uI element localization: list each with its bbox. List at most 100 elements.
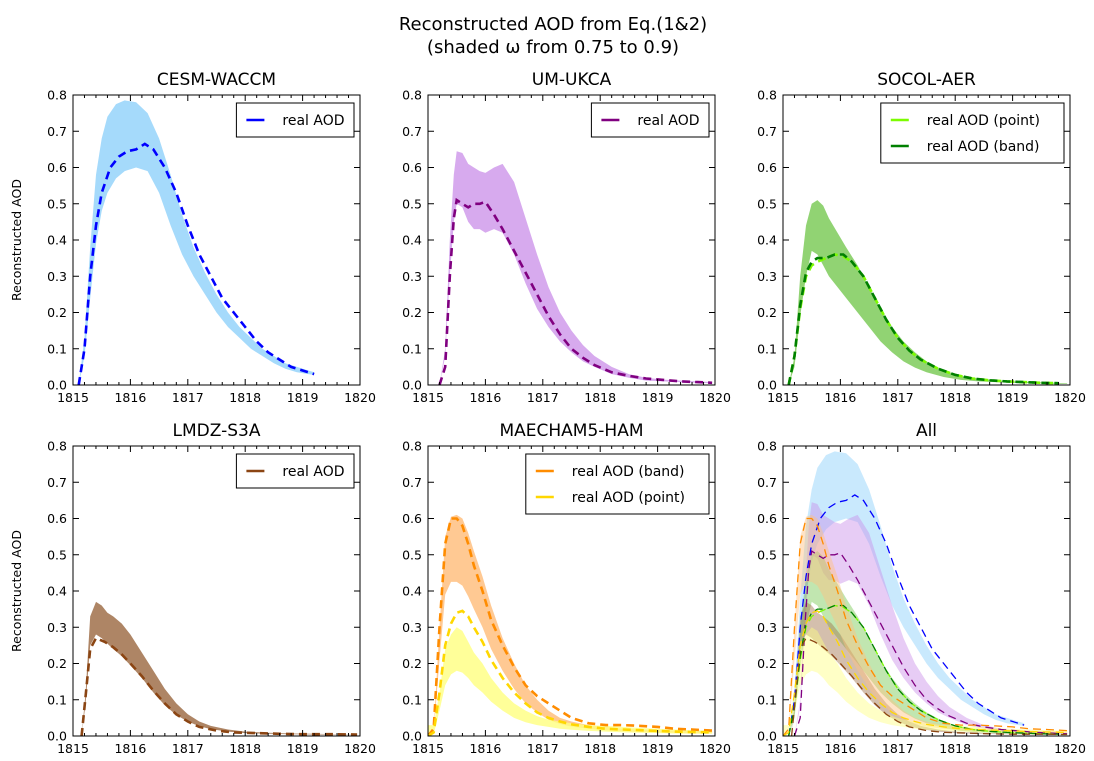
figure-title-line1: Reconstructed AOD from Eq.(1&2) xyxy=(399,14,707,35)
x-tick-label: 1815 xyxy=(57,741,89,756)
y-tick-label: 0.7 xyxy=(402,475,422,490)
y-tick-label: 0.6 xyxy=(47,160,67,175)
plot-content xyxy=(438,151,713,385)
x-tick-label: 1817 xyxy=(172,390,204,405)
x-tick-label: 1818 xyxy=(584,741,616,756)
y-tick-label: 0.3 xyxy=(757,620,777,635)
figure-title-line2: (shaded ω from 0.75 to 0.9) xyxy=(427,37,679,58)
x-tick-label: 1820 xyxy=(1054,741,1086,756)
band-0 xyxy=(81,601,358,736)
y-tick-label: 0.7 xyxy=(757,475,777,490)
y-tick-label: 0.2 xyxy=(402,656,422,671)
y-tick-label: 0.7 xyxy=(402,124,422,139)
x-tick-label: 1816 xyxy=(824,741,856,756)
series-line-1 xyxy=(793,550,1068,736)
x-tick-label: 1817 xyxy=(527,741,559,756)
x-tick-label: 1819 xyxy=(642,741,674,756)
y-tick-label: 0.5 xyxy=(757,196,777,211)
legend-label: real AOD (band) xyxy=(927,139,1040,155)
legend: real AOD xyxy=(235,453,355,489)
x-tick-label: 1818 xyxy=(229,741,261,756)
panel-4: 1815 1816 1817 1818 1819 1820 0.0 0.1 0.2 0.3 0.4 0… xyxy=(402,421,731,756)
y-tick-label: 0.1 xyxy=(47,692,67,707)
y-axis-label: Reconstructed AOD xyxy=(9,179,24,301)
x-tick-label: 1820 xyxy=(344,390,376,405)
y-tick-label: 0.0 xyxy=(47,378,67,393)
panel-0: 1815 1816 1817 1818 1819 1820 0.0 0.1 0.2 0.3 0.4 0… xyxy=(9,70,376,405)
y-tick-label: 0.2 xyxy=(757,656,777,671)
band-4 xyxy=(783,514,1068,736)
x-tick-label: 1815 xyxy=(767,390,799,405)
x-tick-label: 1817 xyxy=(527,390,559,405)
x-tick-label: 1818 xyxy=(939,741,971,756)
panel-3: 1815 1816 1817 1818 1819 1820 0.0 0.1 0.2 0.3 0.4 0… xyxy=(9,421,376,756)
legend: real AOD xyxy=(590,102,710,138)
x-tick-label: 1820 xyxy=(1054,390,1086,405)
x-tick-label: 1816 xyxy=(114,390,146,405)
band-0 xyxy=(439,151,713,385)
band-2 xyxy=(788,551,1068,736)
y-tick-label: 0.1 xyxy=(47,341,67,356)
y-tick-label: 0.2 xyxy=(402,305,422,320)
series-line-0 xyxy=(77,142,315,385)
series-line-1 xyxy=(428,609,713,736)
x-tick-label: 1818 xyxy=(229,390,261,405)
y-tick-label: 0.3 xyxy=(402,269,422,284)
band-1 xyxy=(428,627,713,736)
x-tick-label: 1819 xyxy=(642,390,674,405)
y-tick-label: 0.4 xyxy=(402,584,422,599)
legend-label: real AOD (point) xyxy=(927,113,1040,129)
x-tick-label: 1819 xyxy=(997,741,1029,756)
series-line-3 xyxy=(788,604,1059,736)
x-tick-label: 1816 xyxy=(469,741,501,756)
plot-content xyxy=(783,451,1068,736)
band-5 xyxy=(783,627,1068,736)
y-tick-label: 0.4 xyxy=(757,584,777,599)
y-tick-label: 0.8 xyxy=(402,439,422,454)
legend: real AOD (band) real AOD (point) xyxy=(525,453,710,515)
y-tick-label: 0.1 xyxy=(757,341,777,356)
plot-content xyxy=(428,514,713,736)
panel-title: All xyxy=(916,421,937,441)
y-tick-label: 0.5 xyxy=(47,547,67,562)
series-line-1 xyxy=(787,253,1059,385)
y-tick-label: 0.1 xyxy=(402,341,422,356)
y-tick-label: 0.0 xyxy=(757,378,777,393)
y-tick-label: 0.6 xyxy=(47,511,67,526)
plot-area xyxy=(73,446,360,736)
plot-content xyxy=(77,100,315,385)
y-tick-label: 0.5 xyxy=(47,196,67,211)
x-tick-label: 1816 xyxy=(114,741,146,756)
series-line-0 xyxy=(428,517,713,736)
y-tick-label: 0.4 xyxy=(47,233,67,248)
x-tick-label: 1817 xyxy=(882,390,914,405)
y-tick-label: 0.6 xyxy=(402,160,422,175)
y-tick-label: 0.0 xyxy=(402,378,422,393)
y-tick-label: 0.5 xyxy=(402,196,422,211)
y-tick-label: 0.8 xyxy=(757,88,777,103)
y-tick-label: 0.4 xyxy=(402,233,422,248)
y-tick-label: 0.4 xyxy=(47,584,67,599)
y-tick-label: 0.8 xyxy=(402,88,422,103)
panel-title: LMDZ-S3A xyxy=(173,421,261,441)
y-tick-label: 0.7 xyxy=(47,475,67,490)
y-tick-label: 0.2 xyxy=(47,305,67,320)
x-tick-label: 1819 xyxy=(287,741,319,756)
y-tick-label: 0.8 xyxy=(757,439,777,454)
y-tick-label: 0.5 xyxy=(402,547,422,562)
y-axis-label: Reconstructed AOD xyxy=(9,530,24,652)
band-3 xyxy=(791,601,1068,736)
plot-content xyxy=(787,200,1068,385)
x-tick-label: 1820 xyxy=(699,390,731,405)
y-tick-label: 0.2 xyxy=(47,656,67,671)
legend-label: real AOD (point) xyxy=(572,490,685,506)
x-tick-label: 1815 xyxy=(412,741,444,756)
x-tick-label: 1820 xyxy=(699,741,731,756)
legend-label: real AOD (band) xyxy=(572,464,685,480)
legend-box xyxy=(525,453,710,515)
x-tick-label: 1815 xyxy=(412,390,444,405)
x-tick-label: 1817 xyxy=(172,741,204,756)
panels: 1815 1816 1817 1818 1819 1820 0.0 0.1 0.2 0.3 0.4 0… xyxy=(9,70,1086,756)
y-tick-label: 0.6 xyxy=(402,511,422,526)
